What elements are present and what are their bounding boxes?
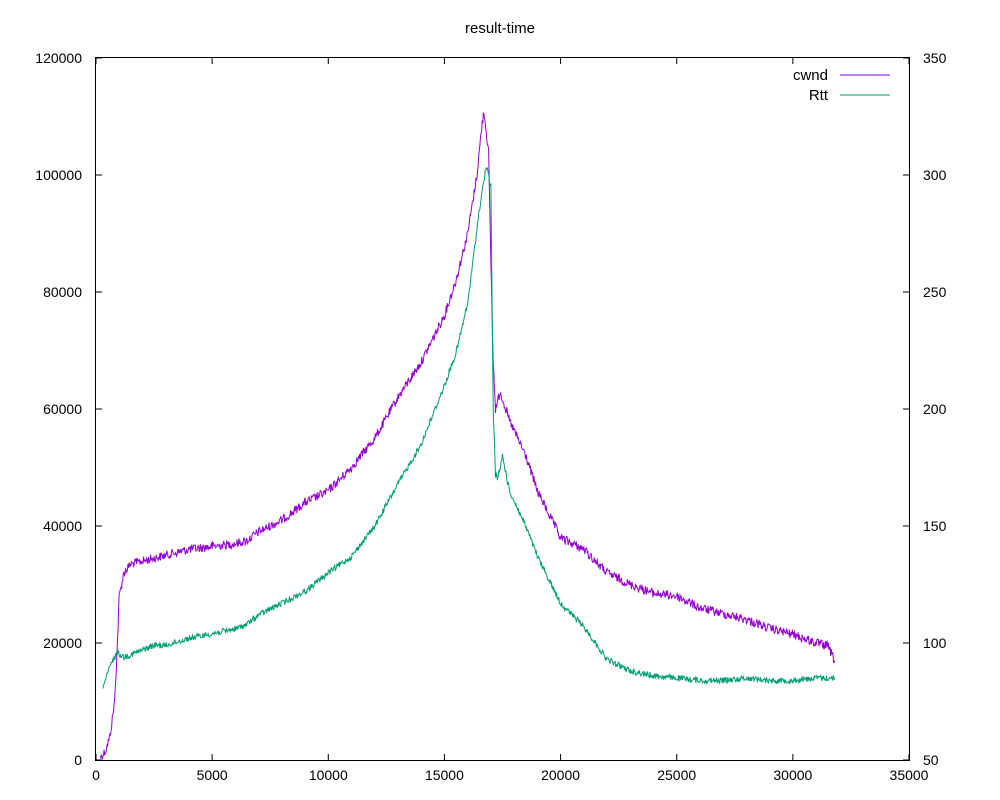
y-tick-label: 60000 <box>43 401 82 417</box>
y2-tick-label: 300 <box>923 167 947 183</box>
y2-tick-label: 150 <box>923 518 947 534</box>
legend-label: Rtt <box>809 87 829 104</box>
y-tick-label: 40000 <box>43 518 82 534</box>
y-tick-label: 120000 <box>35 50 82 66</box>
y2-tick-label: 250 <box>923 284 947 300</box>
y2-tick-label: 100 <box>923 635 947 651</box>
x-tick-label: 15000 <box>425 767 464 783</box>
y-axis-left: 0 20000 40000 60000 80000 100000 120000 <box>35 50 102 768</box>
x-tick-label: 30000 <box>773 767 812 783</box>
y2-tick-label: 200 <box>923 401 947 417</box>
x-tick-label: 5000 <box>197 767 228 783</box>
plot-frame <box>95 57 910 761</box>
x-tick-label: 20000 <box>541 767 580 783</box>
x-tick-label: 35000 <box>890 767 929 783</box>
y-tick-label: 80000 <box>43 284 82 300</box>
y-tick-label: 20000 <box>43 635 82 651</box>
x-tick-label: 25000 <box>657 767 696 783</box>
series-line-rtt <box>102 166 836 689</box>
y2-tick-label: 50 <box>923 752 939 768</box>
x-tick-label: 0 <box>92 767 100 783</box>
series-line-cwnd <box>100 112 836 760</box>
legend: cwnd Rtt <box>793 67 890 104</box>
x-axis: 0 5000 10000 15000 20000 25000 30000 35000 <box>92 58 929 783</box>
y-tick-label: 0 <box>74 752 82 768</box>
y-axis-right: 50 100 150 200 250 300 350 <box>903 50 947 768</box>
chart-title: result-time <box>465 20 535 37</box>
legend-label: cwnd <box>793 67 828 84</box>
y2-tick-label: 350 <box>923 50 947 66</box>
series-layer <box>100 112 836 760</box>
y-tick-label: 100000 <box>35 167 82 183</box>
x-tick-label: 10000 <box>309 767 348 783</box>
